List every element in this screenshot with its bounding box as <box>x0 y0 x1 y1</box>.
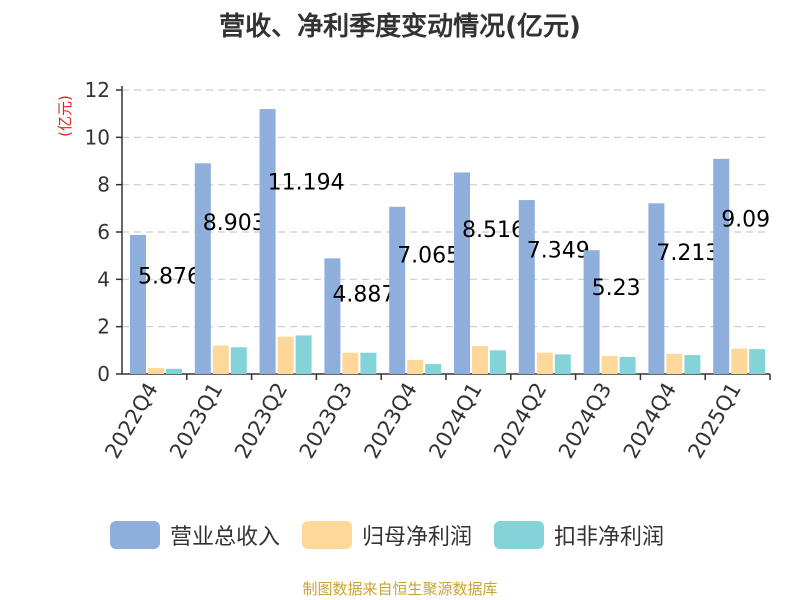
bar-3 <box>490 350 506 374</box>
bar-2 <box>536 352 553 374</box>
x-tick-label: 2023Q4 <box>359 379 421 463</box>
bar-3 <box>684 355 701 374</box>
data-label: 7.213 <box>656 241 719 266</box>
bar-2 <box>472 346 488 374</box>
bar-3 <box>425 364 442 374</box>
legend-swatch-deducted-net-profit <box>494 521 545 549</box>
legend-label-revenue: 营业总收入 <box>170 525 281 550</box>
x-tick-label: 2022Q4 <box>100 379 162 463</box>
data-label: 7.349 <box>527 239 590 264</box>
y-tick-label: 2 <box>97 315 110 339</box>
bar-3 <box>619 356 636 374</box>
bar-3 <box>554 354 571 374</box>
bar-2 <box>277 336 294 374</box>
bar-3 <box>230 347 247 374</box>
bar-1 <box>648 203 665 374</box>
bar-3 <box>295 335 312 374</box>
bar-1 <box>259 109 276 375</box>
legend-swatch-net-profit <box>302 521 353 549</box>
bar-2 <box>731 348 748 374</box>
data-label: 5.23 <box>592 276 641 301</box>
data-label: 9.09 <box>721 208 770 233</box>
data-label: 7.065 <box>397 244 460 269</box>
bar-1 <box>389 206 406 374</box>
x-tick-label: 2024Q4 <box>619 379 681 463</box>
y-tick-label: 0 <box>97 362 110 386</box>
y-tick-label: 8 <box>97 173 110 197</box>
bar-1 <box>518 200 535 374</box>
y-axis-label: (亿元) <box>56 95 74 137</box>
bar-3 <box>166 368 182 374</box>
data-label: 4.887 <box>332 282 395 307</box>
source-note: 制图数据来自恒生聚源数据库 <box>302 580 498 598</box>
bar-2 <box>407 359 424 374</box>
y-tick-label: 6 <box>97 220 110 244</box>
bar-1 <box>130 234 146 374</box>
data-label: 8.516 <box>462 218 525 243</box>
bar-1 <box>583 250 600 374</box>
x-tick-label: 2024Q2 <box>489 379 551 463</box>
bar-1 <box>194 163 211 374</box>
bar-1 <box>713 158 730 374</box>
legend-label-net-profit: 归母净利润 <box>362 525 473 550</box>
x-tick-label: 2023Q2 <box>230 379 292 463</box>
legend-item-revenue[interactable]: 营业总收入 <box>110 519 280 551</box>
x-tick-label: 2023Q1 <box>165 379 227 463</box>
data-label: 11.194 <box>268 170 345 195</box>
bar-1 <box>454 172 470 374</box>
x-tick-label: 2025Q1 <box>683 379 745 463</box>
y-tick-label: 12 <box>85 78 110 102</box>
bar-2 <box>148 368 164 374</box>
legend-item-deducted-net-profit[interactable]: 扣非净利润 <box>494 519 664 551</box>
chart-legend: 营业总收入 归母净利润 扣非净利润 <box>110 519 686 551</box>
x-tick-label: 2024Q3 <box>554 379 616 463</box>
bar-2 <box>601 356 618 374</box>
y-tick-label: 4 <box>97 267 110 291</box>
bar-2 <box>212 345 229 374</box>
x-tick-label: 2023Q3 <box>295 379 357 463</box>
bar-3 <box>360 352 377 374</box>
bar-1 <box>324 258 341 374</box>
legend-item-net-profit[interactable]: 归母净利润 <box>302 519 472 551</box>
legend-label-deducted-net-profit: 扣非净利润 <box>554 525 665 550</box>
x-tick-label: 2024Q1 <box>424 379 486 463</box>
data-label: 8.903 <box>203 211 266 236</box>
chart-title: 营收、净利季度变动情况(亿元) <box>219 12 581 42</box>
data-label: 5.876 <box>138 265 201 290</box>
y-tick-label: 10 <box>85 125 110 149</box>
bar-3 <box>749 349 766 374</box>
legend-swatch-revenue <box>110 521 160 549</box>
bar-2 <box>342 352 359 374</box>
bar-2 <box>666 353 683 374</box>
